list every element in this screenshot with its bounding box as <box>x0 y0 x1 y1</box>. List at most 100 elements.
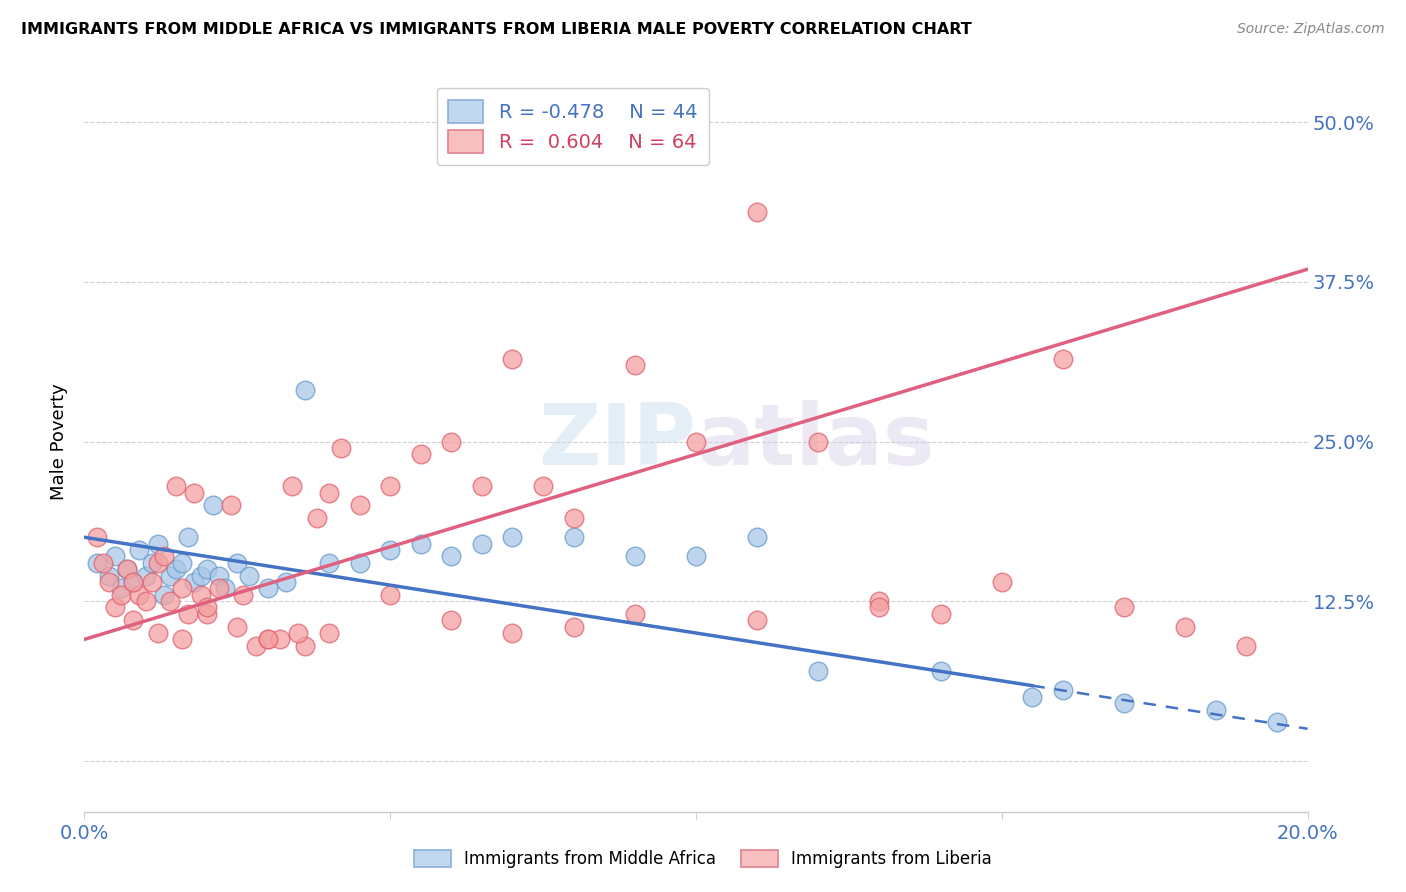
Point <box>257 582 280 596</box>
Point <box>409 447 432 461</box>
Point <box>1114 600 1136 615</box>
Point <box>135 568 157 582</box>
Point <box>159 594 181 608</box>
Point <box>287 626 309 640</box>
Point <box>747 530 769 544</box>
Point <box>238 568 260 582</box>
Point <box>122 574 145 589</box>
Point <box>159 568 181 582</box>
Text: Source: ZipAtlas.com: Source: ZipAtlas.com <box>1237 22 1385 37</box>
Point <box>128 588 150 602</box>
Point <box>86 530 108 544</box>
Point <box>195 562 218 576</box>
Point <box>172 582 194 596</box>
Legend: Immigrants from Middle Africa, Immigrants from Liberia: Immigrants from Middle Africa, Immigrant… <box>408 843 998 875</box>
Text: ZIP: ZIP <box>538 400 696 483</box>
Point <box>318 485 340 500</box>
Point <box>624 549 647 564</box>
Point <box>219 499 242 513</box>
Point <box>380 479 402 493</box>
Point <box>562 511 585 525</box>
Point <box>128 543 150 558</box>
Point <box>104 600 127 615</box>
Point <box>929 607 952 621</box>
Point <box>624 607 647 621</box>
Point <box>305 511 328 525</box>
Point <box>146 536 169 550</box>
Point <box>349 556 371 570</box>
Point <box>807 665 830 679</box>
Point <box>122 613 145 627</box>
Point <box>190 588 212 602</box>
Point <box>97 568 120 582</box>
Point <box>502 351 524 366</box>
Point <box>294 639 316 653</box>
Point <box>172 556 194 570</box>
Point <box>226 619 249 633</box>
Point <box>245 639 267 653</box>
Point <box>97 574 120 589</box>
Point <box>1265 715 1288 730</box>
Point <box>281 479 304 493</box>
Point <box>502 626 524 640</box>
Point <box>991 574 1014 589</box>
Point <box>380 588 402 602</box>
Point <box>685 549 707 564</box>
Point <box>807 434 830 449</box>
Point <box>747 204 769 219</box>
Point <box>141 574 163 589</box>
Point <box>165 562 187 576</box>
Point <box>110 588 132 602</box>
Point <box>624 358 647 372</box>
Point <box>440 549 463 564</box>
Point <box>122 574 145 589</box>
Point <box>562 530 585 544</box>
Y-axis label: Male Poverty: Male Poverty <box>51 384 69 500</box>
Text: IMMIGRANTS FROM MIDDLE AFRICA VS IMMIGRANTS FROM LIBERIA MALE POVERTY CORRELATIO: IMMIGRANTS FROM MIDDLE AFRICA VS IMMIGRA… <box>21 22 972 37</box>
Point <box>929 665 952 679</box>
Point <box>685 434 707 449</box>
Point <box>409 536 432 550</box>
Point <box>531 479 554 493</box>
Point <box>349 499 371 513</box>
Point <box>141 556 163 570</box>
Point <box>195 600 218 615</box>
Point <box>153 549 176 564</box>
Point <box>208 582 231 596</box>
Point <box>177 607 200 621</box>
Point <box>318 626 340 640</box>
Point <box>208 568 231 582</box>
Point <box>1174 619 1197 633</box>
Point <box>115 562 138 576</box>
Point <box>86 556 108 570</box>
Point <box>165 479 187 493</box>
Point <box>502 530 524 544</box>
Point <box>177 530 200 544</box>
Point <box>172 632 194 647</box>
Point <box>257 632 280 647</box>
Point <box>747 613 769 627</box>
Point <box>330 441 353 455</box>
Point <box>153 588 176 602</box>
Point <box>190 568 212 582</box>
Point <box>440 434 463 449</box>
Point <box>1021 690 1043 704</box>
Point <box>380 543 402 558</box>
Point <box>214 582 236 596</box>
Legend: R = -0.478    N = 44, R =  0.604    N = 64: R = -0.478 N = 44, R = 0.604 N = 64 <box>437 88 709 164</box>
Point <box>471 479 494 493</box>
Text: atlas: atlas <box>696 400 934 483</box>
Point <box>276 574 298 589</box>
Point <box>1236 639 1258 653</box>
Point <box>869 594 891 608</box>
Point <box>146 556 169 570</box>
Point <box>195 607 218 621</box>
Point <box>91 556 114 570</box>
Point <box>257 632 280 647</box>
Point <box>183 485 205 500</box>
Point <box>1052 683 1074 698</box>
Point <box>562 619 585 633</box>
Point <box>115 562 138 576</box>
Point <box>110 582 132 596</box>
Point <box>201 499 224 513</box>
